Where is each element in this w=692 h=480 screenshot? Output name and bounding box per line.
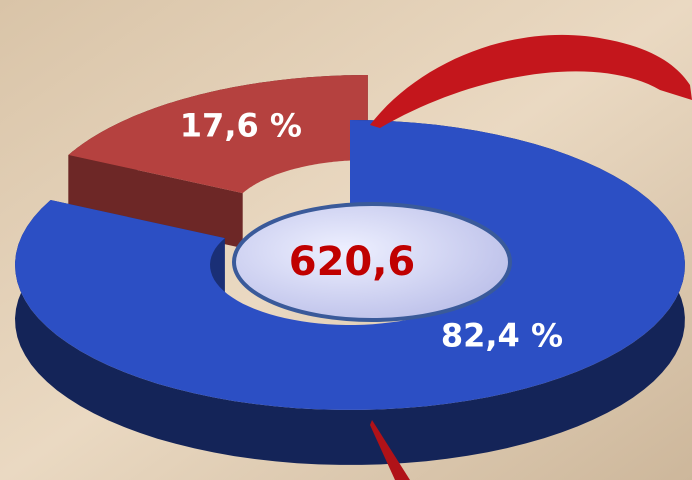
value-label: 17,6 % [180, 106, 302, 144]
chart: 17,6 % 82,4 % 620,6 [0, 0, 692, 480]
value-label: 82,4 % [441, 317, 563, 355]
center-label: 620,6 [289, 239, 416, 285]
page: 17,6 %82,4 % 620,6 (() => { const data =… [0, 0, 692, 480]
